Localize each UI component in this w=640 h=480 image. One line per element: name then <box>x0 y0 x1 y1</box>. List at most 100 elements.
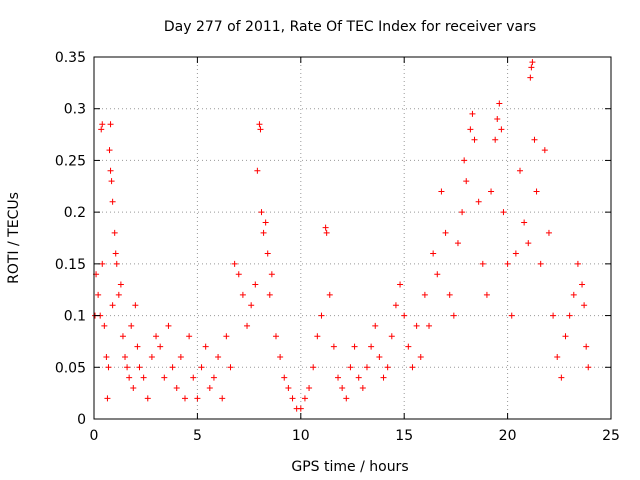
y-tick-label: 0.05 <box>55 360 86 376</box>
data-point <box>351 343 358 350</box>
data-point <box>531 136 538 143</box>
plot-frame <box>93 56 612 420</box>
data-point <box>508 312 515 319</box>
data-point <box>438 188 445 195</box>
data-point <box>190 374 197 381</box>
data-point <box>461 157 468 164</box>
data-point <box>148 353 155 360</box>
data-point <box>112 250 119 257</box>
data-point <box>109 198 116 205</box>
y-tick-label: 0.35 <box>55 50 86 66</box>
data-point <box>579 281 586 288</box>
data-point <box>289 395 296 402</box>
data-point <box>426 322 433 329</box>
x-tick-label: 25 <box>602 428 620 444</box>
data-point <box>252 281 259 288</box>
data-point <box>446 291 453 298</box>
x-tick-label: 0 <box>90 428 99 444</box>
data-point <box>504 260 511 267</box>
data-point <box>434 271 441 278</box>
data-point <box>496 100 503 107</box>
data-point <box>479 260 486 267</box>
data-point <box>124 364 131 371</box>
data-point <box>235 271 242 278</box>
data-point <box>165 322 172 329</box>
data-point <box>115 291 122 298</box>
data-point <box>521 219 528 226</box>
data-point <box>258 209 265 216</box>
data-point <box>528 64 535 71</box>
data-point <box>266 291 273 298</box>
data-point <box>254 167 261 174</box>
data-point <box>169 364 176 371</box>
data-point <box>132 302 139 309</box>
data-point <box>467 126 474 133</box>
data-point <box>483 291 490 298</box>
data-points <box>92 59 592 412</box>
axis-ticks: 0 5 10 15 20 25 0 0.05 0.1 0.15 0.2 0.25 0.3 0.35 <box>55 50 620 444</box>
data-point <box>581 302 588 309</box>
data-point <box>198 364 205 371</box>
data-point <box>585 364 592 371</box>
data-point <box>347 364 354 371</box>
y-tick-label: 0.3 <box>64 102 86 118</box>
data-point <box>206 384 213 391</box>
data-point <box>95 291 102 298</box>
data-point <box>202 343 209 350</box>
data-point <box>301 395 308 402</box>
data-point <box>157 343 164 350</box>
grid-lines <box>94 57 611 419</box>
data-point <box>281 374 288 381</box>
data-point <box>99 260 106 267</box>
data-point <box>122 353 129 360</box>
data-point <box>380 374 387 381</box>
data-point <box>355 374 362 381</box>
data-point <box>109 302 116 309</box>
data-point <box>153 333 160 340</box>
data-point <box>405 343 412 350</box>
data-point <box>248 302 255 309</box>
data-point <box>210 374 217 381</box>
data-point <box>562 333 569 340</box>
data-point <box>103 353 110 360</box>
data-point <box>297 405 304 412</box>
data-point <box>335 374 342 381</box>
data-point <box>525 240 532 247</box>
data-point <box>471 136 478 143</box>
data-point <box>475 198 482 205</box>
y-tick-label: 0.25 <box>55 153 86 169</box>
data-point <box>430 250 437 257</box>
data-point <box>570 291 577 298</box>
data-point <box>554 353 561 360</box>
data-point <box>494 116 501 123</box>
data-point <box>105 364 112 371</box>
data-point <box>376 353 383 360</box>
data-point <box>223 333 230 340</box>
data-point <box>117 281 124 288</box>
data-point <box>459 209 466 216</box>
data-point <box>421 291 428 298</box>
data-point <box>323 229 330 236</box>
data-point <box>173 384 180 391</box>
data-point <box>256 121 263 128</box>
data-point <box>285 384 292 391</box>
data-point <box>498 126 505 133</box>
data-point <box>330 343 337 350</box>
data-point <box>541 147 548 154</box>
y-tick-label: 0.15 <box>55 257 86 273</box>
data-point <box>413 322 420 329</box>
data-point <box>512 250 519 257</box>
data-point <box>98 126 105 133</box>
data-point <box>533 188 540 195</box>
data-point <box>384 364 391 371</box>
data-point <box>454 240 461 247</box>
data-point <box>119 333 126 340</box>
data-point <box>463 178 470 185</box>
data-point <box>558 374 565 381</box>
data-point <box>388 333 395 340</box>
data-point <box>107 121 114 128</box>
data-point <box>104 395 111 402</box>
data-point <box>268 271 275 278</box>
data-point <box>215 353 222 360</box>
